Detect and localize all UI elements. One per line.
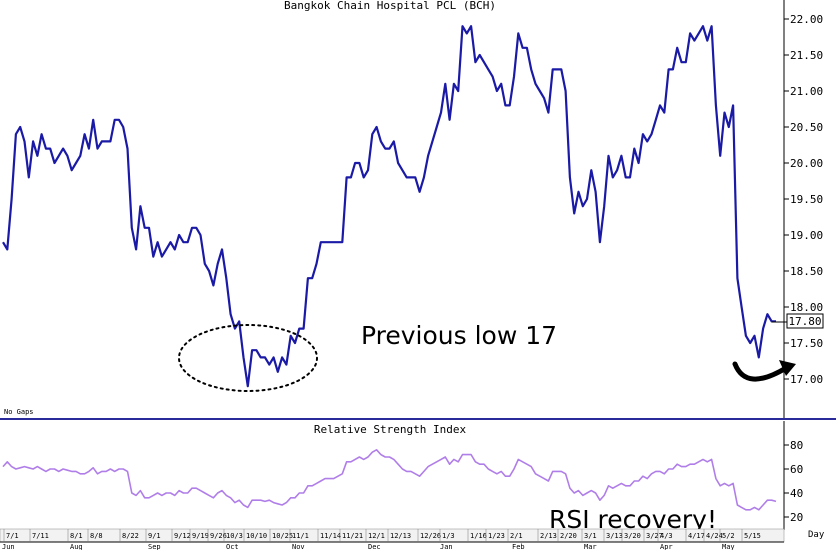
date-tick-label: 2/1 xyxy=(510,532,523,540)
month-label: Aug xyxy=(70,543,83,550)
month-label: May xyxy=(722,543,735,550)
price-y-tick-label: 19.00 xyxy=(790,229,823,242)
date-tick-label: 4/24 xyxy=(706,532,723,540)
date-tick-labels: 7/1 7/11 8/1 8/8 8/22 9/1 9/12 9/19 9/26 10/3 10/1… xyxy=(3,529,761,542)
date-tick-label: 11/14 xyxy=(320,532,341,540)
month-label: Feb xyxy=(512,543,525,550)
date-tick-label: 8/8 xyxy=(90,532,103,540)
month-label: Sep xyxy=(148,543,161,550)
price-y-tick-label: 17.50 xyxy=(790,337,823,350)
price-y-tick-label: 19.50 xyxy=(790,193,823,206)
date-tick-label: 11/21 xyxy=(342,532,363,540)
date-tick-label: 9/1 xyxy=(148,532,161,540)
date-tick-label: 1/23 xyxy=(488,532,505,540)
date-tick-label: 4/17 xyxy=(688,532,705,540)
date-tick-label: 3/20 xyxy=(624,532,641,540)
last-value-badge: 17.80 xyxy=(772,313,824,329)
price-y-tick-label: 17.00 xyxy=(790,373,823,386)
month-label: Oct xyxy=(226,543,239,550)
date-tick-label: 7/11 xyxy=(32,532,49,540)
date-tick-label: 7/1 xyxy=(6,532,19,540)
date-tick-label: 9/12 xyxy=(174,532,191,540)
month-label: Mar xyxy=(584,543,597,550)
date-tick-label: 5/15 xyxy=(744,532,761,540)
date-tick-label: 5/2 xyxy=(722,532,735,540)
date-tick-label: 4/3 xyxy=(660,532,673,540)
price-y-tick-label: 21.50 xyxy=(790,49,823,62)
last-value-box xyxy=(786,313,824,329)
rsi-y-tick-label: 60 xyxy=(790,463,803,476)
month-label: Nov xyxy=(292,543,305,550)
price-y-tick-label: 18.00 xyxy=(790,301,823,314)
month-label: Apr xyxy=(660,543,673,550)
last-value-label: 17.80 xyxy=(788,315,821,328)
date-tick-label: 10/3 xyxy=(226,532,243,540)
date-tick-label: 1/16 xyxy=(470,532,487,540)
date-tick-label: 10/25 xyxy=(272,532,293,540)
previous-low-ellipse xyxy=(178,324,318,392)
date-tick-label: 2/20 xyxy=(560,532,577,540)
price-y-axis-ticks: 22.00 21.50 21.00 20.50 20.00 19.50 19.00 18.50… xyxy=(784,13,823,386)
price-chart-title: Bangkok Chain Hospital PCL (BCH) xyxy=(284,0,496,12)
rsi-series-line xyxy=(2,448,777,511)
price-y-tick-label: 20.50 xyxy=(790,121,823,134)
date-tick-label: 1/3 xyxy=(442,532,455,540)
price-y-tick-label: 22.00 xyxy=(790,13,823,26)
rebound-arrow-icon xyxy=(732,360,796,382)
date-tick-label: 3/1 xyxy=(584,532,597,540)
month-labels: Jun Aug Sep Oct Nov Dec Jan Feb Mar Apr May xyxy=(2,543,735,550)
date-tick-label: 12/1 xyxy=(368,532,385,540)
rsi-chart-title: Relative Strength Index xyxy=(314,423,467,436)
price-y-tick-label: 20.00 xyxy=(790,157,823,170)
date-tick-label: 8/1 xyxy=(70,532,83,540)
day-axis-label: Day xyxy=(808,530,825,540)
rsi-y-tick-label: 20 xyxy=(790,511,803,524)
no-gaps-label: No Gaps xyxy=(4,408,34,416)
price-y-tick-label: 21.00 xyxy=(790,85,823,98)
date-tick-label: 10/10 xyxy=(246,532,267,540)
date-tick-label: 12/26 xyxy=(420,532,441,540)
price-panel: Bangkok Chain Hospital PCL (BCH) 22.00 21… xyxy=(2,0,824,418)
rsi-y-axis-ticks: 80 60 40 20 xyxy=(784,439,803,524)
date-tick-label: 12/13 xyxy=(390,532,411,540)
date-tick-label: 3/27 xyxy=(646,532,663,540)
date-tick-label: 11/1 xyxy=(292,532,309,540)
month-label: Dec xyxy=(368,543,381,550)
date-tick-label: 3/13 xyxy=(606,532,623,540)
rsi-y-tick-label: 80 xyxy=(790,439,803,452)
month-label: Jun xyxy=(2,543,15,550)
date-tick-label: 9/19 xyxy=(192,532,209,540)
date-tick-label: 2/13 xyxy=(540,532,557,540)
price-series-line xyxy=(2,25,776,388)
date-tick-label: 9/26 xyxy=(210,532,227,540)
month-label: Jan xyxy=(440,543,453,550)
previous-low-annotation: Previous low 17 xyxy=(361,321,557,350)
date-tick-label: 8/22 xyxy=(122,532,139,540)
price-y-tick-label: 18.50 xyxy=(790,265,823,278)
date-axis: 7/1 7/11 8/1 8/8 8/22 9/1 9/12 9/19 9/26 10/3 10/1… xyxy=(0,528,785,550)
rsi-y-tick-label: 40 xyxy=(790,487,803,500)
